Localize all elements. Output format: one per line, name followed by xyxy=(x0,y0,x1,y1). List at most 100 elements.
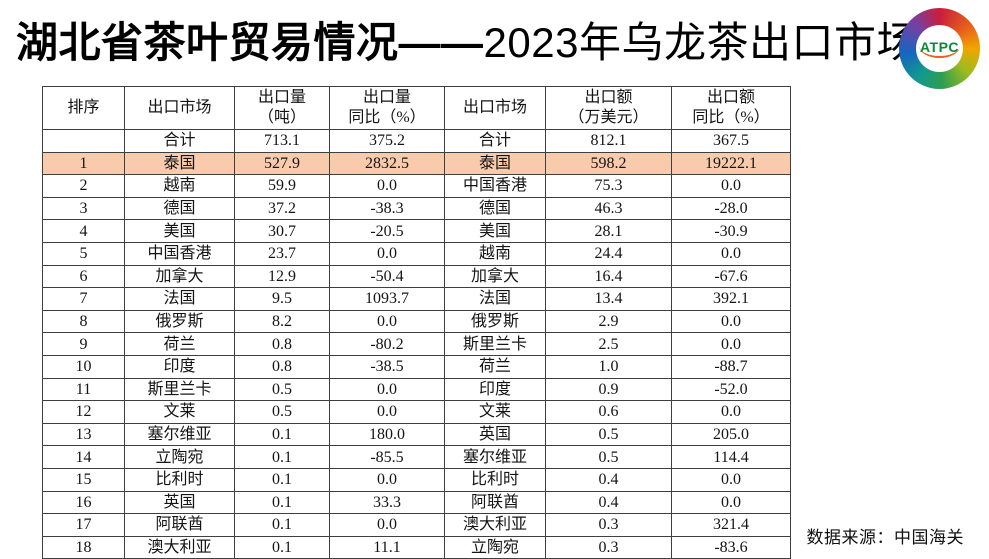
table-cell: 文莱 xyxy=(124,400,235,424)
table-cell: 中国香港 xyxy=(124,241,235,266)
table-cell: 11 xyxy=(42,377,125,402)
table-cell: 泰国 xyxy=(124,151,235,176)
table-cell: -52.0 xyxy=(671,377,791,402)
table-cell: 17 xyxy=(42,513,125,537)
table-cell: 印度 xyxy=(444,377,546,402)
table-cell: 0.1 xyxy=(234,513,330,537)
table-cell: 37.2 xyxy=(234,196,330,221)
table-row: 17 阿联酋 0.1 0.0 澳大利亚 0.3 321.4 xyxy=(42,513,791,537)
table-cell: 塞尔维亚 xyxy=(124,422,235,447)
table-cell: 13.4 xyxy=(545,287,672,311)
table-cell: 321.4 xyxy=(671,513,791,537)
table-cell: 59.9 xyxy=(234,174,330,198)
table-cell: -67.6 xyxy=(671,264,791,289)
table-cell: 5 xyxy=(42,241,125,266)
table-cell: 7 xyxy=(42,287,125,311)
table-cell: -88.7 xyxy=(671,354,791,379)
table-cell: 24.4 xyxy=(545,241,672,266)
table-cell: 6 xyxy=(42,264,125,289)
column-header: 出口量 （吨） xyxy=(234,86,330,130)
table-cell: 812.1 xyxy=(545,129,672,153)
table-cell: 0.4 xyxy=(545,490,672,515)
page-title-sub: 2023年乌龙茶出口市场 xyxy=(483,19,919,66)
table-cell: 俄罗斯 xyxy=(124,309,235,334)
table-cell: 12.9 xyxy=(234,264,330,289)
table-cell: 19222.1 xyxy=(671,151,791,176)
table-cell: 713.1 xyxy=(234,129,330,153)
table-cell: 0.1 xyxy=(234,422,330,447)
table-cell: 法国 xyxy=(124,287,235,311)
table-cell: 0.0 xyxy=(671,241,791,266)
table-cell: 0.0 xyxy=(671,467,791,492)
table-row: 9 荷兰 0.8 -80.2 斯里兰卡 2.5 0.0 xyxy=(42,332,791,356)
table-cell: 0.8 xyxy=(234,354,330,379)
page-title: 湖北省茶叶贸易情况——2023年乌龙茶出口市场 xyxy=(16,16,919,71)
table-cell: 375.2 xyxy=(329,129,445,153)
table-cell: 2 xyxy=(42,174,125,198)
table-cell: 16 xyxy=(42,490,125,515)
table-cell: 0.0 xyxy=(329,400,445,424)
table-header-row: 排序 出口市场 出口量 （吨） 出口量 同比（%） 出口市场 出口额 （万美元） 出口额 同… xyxy=(42,86,791,130)
table-cell: 598.2 xyxy=(545,151,672,176)
table-cell: 2.9 xyxy=(545,309,672,334)
table-cell: 10 xyxy=(42,354,125,379)
table-cell: 0.3 xyxy=(545,535,672,559)
table-cell: -30.9 xyxy=(671,219,791,243)
table-cell: 印度 xyxy=(124,354,235,379)
table-cell: 泰国 xyxy=(444,151,546,176)
table-cell: 加拿大 xyxy=(124,264,235,289)
table-cell: 8.2 xyxy=(234,309,330,334)
column-header: 排序 xyxy=(42,86,125,130)
atpc-logo: ATPC xyxy=(899,8,980,89)
table-cell: -20.5 xyxy=(329,219,445,243)
table-cell: 28.1 xyxy=(545,219,672,243)
table-cell: 越南 xyxy=(124,174,235,198)
column-header: 出口量 同比（%） xyxy=(329,86,445,130)
table-cell: 0.0 xyxy=(671,332,791,356)
table-cell: 33.3 xyxy=(329,490,445,515)
table-cell: 0.0 xyxy=(671,309,791,334)
table-cell: 14 xyxy=(42,445,125,469)
table-cell: 比利时 xyxy=(444,467,546,492)
table-cell: 12 xyxy=(42,400,125,424)
table-cell: 2832.5 xyxy=(329,151,445,176)
table-row: 13 塞尔维亚 0.1 180.0 英国 0.5 205.0 xyxy=(42,422,791,447)
table-cell: 2.5 xyxy=(545,332,672,356)
table-row: 6 加拿大 12.9 -50.4 加拿大 16.4 -67.6 xyxy=(42,264,791,289)
table-cell: 0.0 xyxy=(329,309,445,334)
table-cell: 法国 xyxy=(444,287,546,311)
table-cell: 205.0 xyxy=(671,422,791,447)
table-cell: 英国 xyxy=(444,422,546,447)
table-cell: 0.0 xyxy=(329,241,445,266)
table-cell: 0.1 xyxy=(234,535,330,559)
table-cell: 塞尔维亚 xyxy=(444,445,546,469)
table-cell: 15 xyxy=(42,467,125,492)
table-row: 16 英国 0.1 33.3 阿联酋 0.4 0.0 xyxy=(42,490,791,515)
table-cell: -80.2 xyxy=(329,332,445,356)
table-cell: 阿联酋 xyxy=(444,490,546,515)
table-row: 14 立陶宛 0.1 -85.5 塞尔维亚 0.5 114.4 xyxy=(42,445,791,469)
table-cell: 澳大利亚 xyxy=(124,535,235,559)
column-header: 出口市场 xyxy=(444,86,546,130)
table-cell: 0.5 xyxy=(545,445,672,469)
page-title-main: 湖北省茶叶贸易情况—— xyxy=(16,19,484,66)
table-cell: 加拿大 xyxy=(444,264,546,289)
table-cell: 0.5 xyxy=(545,422,672,447)
table-row: 11 斯里兰卡 0.5 0.0 印度 0.9 -52.0 xyxy=(42,377,791,402)
table-cell: 0.0 xyxy=(329,377,445,402)
table-cell: 文莱 xyxy=(444,400,546,424)
table-cell: 0.5 xyxy=(234,377,330,402)
atpc-logo-center: ATPC xyxy=(916,25,963,72)
table-cell: 0.6 xyxy=(545,400,672,424)
table-cell: 0.0 xyxy=(671,490,791,515)
table-row: 12 文莱 0.5 0.0 文莱 0.6 0.0 xyxy=(42,400,791,424)
table-cell: 澳大利亚 xyxy=(444,513,546,537)
table-cell: 0.1 xyxy=(234,467,330,492)
table-cell: 德国 xyxy=(444,196,546,221)
table-cell: -83.6 xyxy=(671,535,791,559)
table-cell xyxy=(42,129,125,153)
total-row: 合计 713.1 375.2 合计 812.1 367.5 xyxy=(42,129,791,153)
table-cell: 0.0 xyxy=(329,174,445,198)
table-body: 合计 713.1 375.2 合计 812.1 367.5 1 泰国 527.9 2832.5 泰国… xyxy=(42,129,791,559)
